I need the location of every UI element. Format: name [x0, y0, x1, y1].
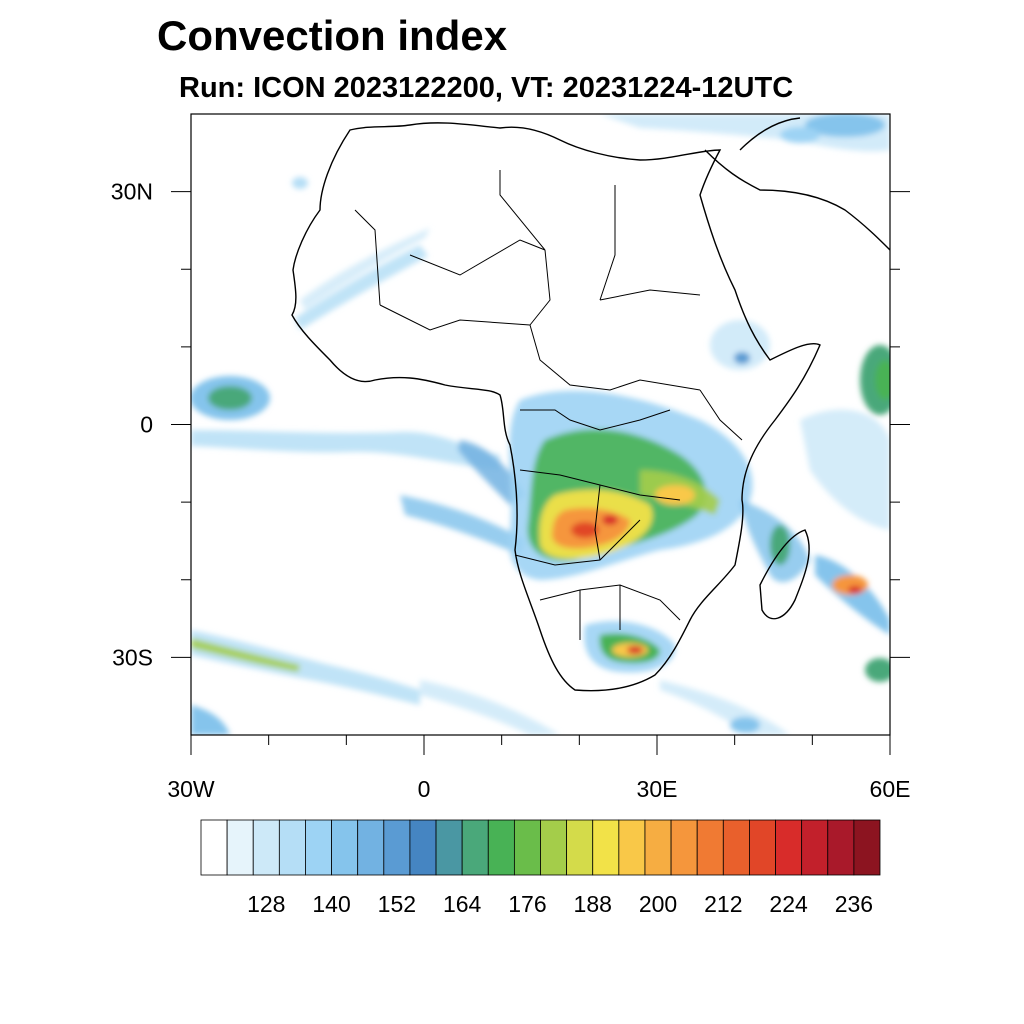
- colorbar-swatch: [409, 819, 437, 876]
- colorbar-swatch: [853, 819, 881, 876]
- lon-label: 60E: [870, 776, 911, 802]
- lat-label: 30N: [111, 179, 153, 205]
- colorbar-swatch: [749, 819, 776, 876]
- colorbar-label: 128: [247, 891, 285, 917]
- colorbar-swatch: [200, 819, 228, 876]
- colorbar-swatch: [618, 819, 646, 876]
- colorbar-swatch: [827, 819, 855, 876]
- colorbar-label: 200: [639, 891, 677, 917]
- lat-label: 30S: [112, 644, 153, 670]
- coastlines: [291, 117, 890, 692]
- colorbar-swatch: [226, 819, 254, 876]
- colorbar-swatch: [513, 819, 541, 876]
- colorbar-swatch: [670, 819, 698, 876]
- country-borders: [354, 170, 743, 640]
- longitude-labels: 30W 0 30E 60E: [167, 776, 910, 802]
- colorbar-label: 176: [508, 891, 546, 917]
- colorbar-label: 212: [704, 891, 742, 917]
- colorbar-swatch: [722, 819, 750, 876]
- colorbar-swatch: [801, 819, 829, 876]
- colorbar-swatch: [696, 819, 724, 876]
- lon-label: 30E: [637, 776, 678, 802]
- colorbar-swatch: [331, 819, 359, 876]
- colorbar-swatch: [252, 819, 280, 876]
- colorbar: [200, 819, 881, 876]
- colorbar-label: 140: [312, 891, 350, 917]
- colorbar-swatch: [775, 819, 803, 876]
- chart-title: Convection index: [157, 12, 508, 59]
- colorbar-label: 224: [769, 891, 808, 917]
- colorbar-label: 188: [574, 891, 612, 917]
- colorbar-labels: 128 140 152 164 176 188 200 212 224 236: [247, 891, 873, 917]
- colorbar-label: 236: [835, 891, 873, 917]
- colorbar-swatch: [566, 819, 594, 876]
- colorbar-swatch: [461, 819, 489, 876]
- colorbar-swatch: [383, 819, 411, 876]
- colorbar-swatch: [278, 819, 306, 876]
- colorbar-swatch: [487, 819, 515, 876]
- colorbar-label: 164: [443, 891, 482, 917]
- colorbar-label: 152: [378, 891, 416, 917]
- lat-label: 0: [140, 412, 153, 438]
- convection-field: [191, 114, 890, 735]
- axis-ticks: [171, 191, 910, 755]
- colorbar-swatch: [435, 819, 463, 876]
- lon-label: 0: [418, 776, 431, 802]
- chart-subtitle: Run: ICON 2023122200, VT: 20231224-12UTC: [179, 72, 794, 104]
- colorbar-swatch: [592, 819, 620, 876]
- colorbar-swatch: [305, 819, 332, 876]
- colorbar-swatch: [357, 819, 385, 876]
- latitude-labels: 30N 0 30S: [111, 179, 153, 671]
- lon-label: 30W: [167, 776, 215, 802]
- colorbar-swatch: [644, 819, 672, 876]
- colorbar-swatch: [540, 819, 568, 876]
